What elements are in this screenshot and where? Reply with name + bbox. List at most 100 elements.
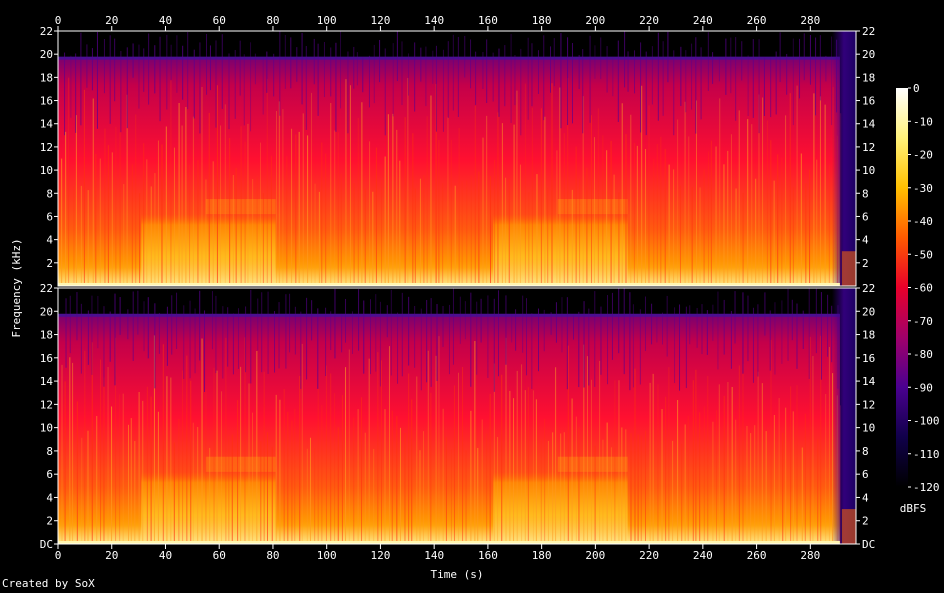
colorbar-tick-label: -30 (913, 182, 933, 195)
x-tick-label: 200 (585, 14, 605, 27)
fade-out-region (831, 31, 856, 286)
y-tick-label: 22 (862, 25, 875, 38)
y-tick-label: DC (40, 538, 53, 551)
y-tick-label: 4 (862, 491, 869, 504)
spectrogram-channel-1 (57, 30, 857, 287)
y-tick-label: 8 (862, 445, 869, 458)
x-tick-label: 240 (693, 14, 713, 27)
x-tick-label: 220 (639, 14, 659, 27)
x-tick-label: 100 (317, 549, 337, 562)
x-tick-label: 140 (424, 549, 444, 562)
x-tick-label: 280 (800, 549, 820, 562)
y-tick-label: 4 (862, 234, 869, 247)
y-tick-label: 16 (40, 352, 53, 365)
colorbar-gradient (896, 88, 908, 487)
y-tick-label: 20 (862, 305, 875, 318)
x-tick-label: 200 (585, 549, 605, 562)
x-tick-label: 20 (105, 14, 118, 27)
colorbar-tick-label: -10 (913, 115, 933, 128)
y-tick-label: 22 (40, 282, 53, 295)
fade-out-low (841, 251, 856, 286)
x-tick-label: 240 (693, 549, 713, 562)
y-tick-label: 22 (40, 25, 53, 38)
x-tick-label: 60 (213, 14, 226, 27)
y-tick-label: 18 (862, 329, 875, 342)
x-tick-label: 80 (266, 549, 279, 562)
y-tick-label: 12 (40, 398, 53, 411)
y-tick-label: 10 (862, 164, 875, 177)
colorbar-tick-label: -120 (913, 481, 940, 494)
x-axis-label: Time (s) (431, 568, 484, 581)
y-tick-label: 18 (40, 71, 53, 84)
colorbar-tick-label: -80 (913, 348, 933, 361)
y-tick-label: 18 (40, 329, 53, 342)
y-tick-label: 2 (46, 515, 53, 528)
colorbar-tick-label: -110 (913, 448, 940, 461)
spectrogram-channel-2 (57, 287, 857, 545)
x-tick-label: 160 (478, 14, 498, 27)
y-tick-label: 8 (46, 187, 53, 200)
colorbar-tick-label: -20 (913, 149, 933, 162)
credit-text: Created by SoX (2, 577, 95, 590)
x-tick-label: 260 (747, 14, 767, 27)
y-tick-label: 14 (40, 118, 54, 131)
y-tick-label: 20 (862, 48, 875, 61)
x-tick-label: 40 (159, 549, 172, 562)
x-tick-label: 220 (639, 549, 659, 562)
x-tick-label: 0 (55, 14, 62, 27)
y-tick-label: 8 (46, 445, 53, 458)
y-tick-label: 16 (862, 95, 875, 108)
y-tick-label: 22 (862, 282, 875, 295)
panel-frame (57, 287, 857, 545)
x-tick-label: 180 (532, 549, 552, 562)
y-tick-label: 6 (862, 210, 869, 223)
y-axis-label: Frequency (kHz) (10, 238, 23, 337)
cutoff-fringe (58, 56, 840, 60)
fade-out-region (831, 288, 856, 544)
low-frequency-glow (58, 257, 840, 286)
colorbar-label: dBFS (900, 502, 927, 515)
y-tick-label: 12 (862, 141, 875, 154)
x-tick-label: 100 (317, 14, 337, 27)
cutoff-fringe (58, 313, 840, 317)
y-tick-label: 6 (862, 468, 869, 481)
colorbar-tick-label: -50 (913, 248, 933, 261)
y-tick-label: 2 (46, 257, 53, 270)
y-tick-label: 18 (862, 71, 875, 84)
y-tick-label: 8 (862, 187, 869, 200)
y-tick-label: 14 (40, 375, 54, 388)
bright-section-upper (557, 199, 628, 215)
colorbar-tick-label: -70 (913, 315, 933, 328)
x-tick-label: 120 (370, 549, 390, 562)
y-tick-label: 2 (862, 515, 869, 528)
y-tick-label: 12 (862, 398, 875, 411)
dc-line (58, 541, 840, 544)
x-tick-label: 120 (370, 14, 390, 27)
y-tick-label: 20 (40, 48, 53, 61)
low-frequency-glow (58, 514, 840, 544)
y-tick-label: 14 (862, 118, 876, 131)
x-tick-label: 60 (213, 549, 226, 562)
y-tick-label: 10 (862, 422, 875, 435)
x-tick-label: 280 (800, 14, 820, 27)
x-tick-label: 0 (55, 549, 62, 562)
colorbar-tick-label: -90 (913, 381, 933, 394)
y-tick-label: 12 (40, 141, 53, 154)
y-tick-label: 10 (40, 422, 53, 435)
colorbar-tick-label: 0 (913, 82, 920, 95)
y-tick-label: 20 (40, 305, 53, 318)
x-tick-label: 260 (747, 549, 767, 562)
y-tick-label: 16 (862, 352, 875, 365)
y-tick-label: 16 (40, 95, 53, 108)
x-tick-label: 20 (105, 549, 118, 562)
y-tick-label: 14 (862, 375, 876, 388)
colorbar: 0 -10 -20 -30 -40 -50 -60 -70 -80 -90 -100 -110 -120 (896, 82, 940, 494)
colorbar-tick-label: -60 (913, 282, 933, 295)
y-tick-label: 6 (46, 210, 53, 223)
dc-line (58, 283, 840, 286)
y-tick-label: 4 (46, 491, 53, 504)
y-tick-label: 6 (46, 468, 53, 481)
fade-out-low (841, 509, 856, 544)
x-tick-label: 180 (532, 14, 552, 27)
